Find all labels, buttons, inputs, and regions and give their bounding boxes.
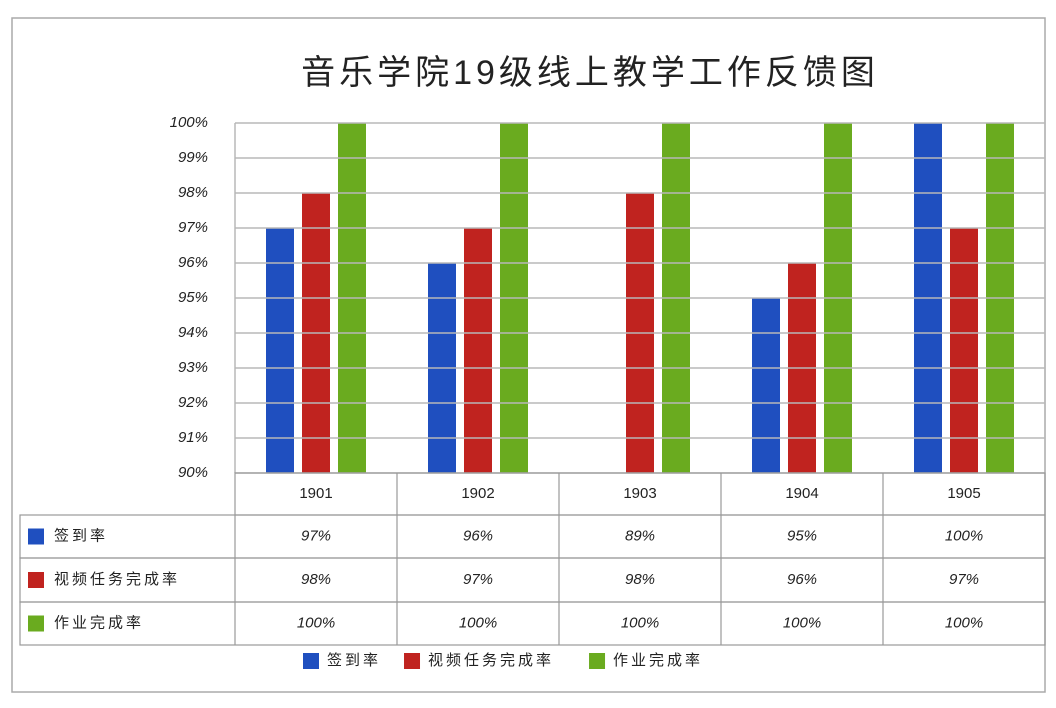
- row-label: 签到率: [54, 527, 108, 544]
- y-tick-label: 100%: [170, 114, 208, 131]
- table-value: 97%: [949, 571, 979, 588]
- table-value: 97%: [463, 571, 493, 588]
- bar: [266, 228, 294, 473]
- table-value: 89%: [625, 527, 655, 544]
- legend-swatch: [589, 653, 606, 669]
- table-value: 98%: [301, 571, 331, 588]
- y-tick-label: 93%: [178, 359, 208, 376]
- y-tick-label: 91%: [178, 429, 208, 446]
- x-tick-label: 1904: [785, 485, 818, 502]
- x-tick-label: 1901: [299, 485, 332, 502]
- legend-label: 签到率: [327, 652, 381, 669]
- legend-swatch: [28, 572, 44, 588]
- table-value: 98%: [625, 571, 655, 588]
- bar: [590, 473, 618, 508]
- y-tick-label: 94%: [178, 324, 208, 341]
- legend-swatch: [28, 528, 44, 545]
- plot-area: [266, 123, 1014, 508]
- x-tick-label: 1902: [461, 485, 494, 502]
- row-label: 作业完成率: [54, 614, 144, 631]
- legend-label: 视频任务完成率: [428, 652, 554, 669]
- chart-title: 音乐学院19级线上教学工作反馈图: [301, 54, 879, 92]
- bar: [464, 228, 492, 473]
- legend-label: 作业完成率: [613, 652, 703, 669]
- y-tick-label: 90%: [178, 464, 208, 481]
- table-value: 100%: [459, 614, 497, 631]
- table-value: 100%: [297, 614, 335, 631]
- table-row: [19, 514, 1046, 559]
- table-value: 100%: [783, 614, 821, 631]
- bar: [752, 298, 780, 473]
- legend-swatch: [404, 653, 421, 669]
- bar: [950, 228, 978, 473]
- table-value: 96%: [787, 571, 817, 588]
- y-tick-label: 95%: [178, 289, 208, 306]
- chart-border: [11, 17, 1046, 693]
- row-label: 视频任务完成率: [54, 571, 180, 588]
- y-tick-label: 92%: [178, 394, 208, 411]
- y-tick-label: 97%: [178, 219, 208, 236]
- table-value: 100%: [945, 527, 983, 544]
- table-value: 95%: [787, 527, 817, 544]
- x-tick-label: 1903: [623, 485, 656, 502]
- y-tick-label: 99%: [178, 149, 208, 166]
- table-value: 96%: [463, 527, 493, 544]
- table-value: 100%: [621, 614, 659, 631]
- table-row: [19, 601, 1046, 646]
- table-value: 97%: [301, 527, 331, 544]
- y-tick-label: 96%: [178, 254, 208, 271]
- y-tick-label: 98%: [178, 184, 208, 201]
- legend-swatch: [28, 615, 44, 632]
- table-value: 100%: [945, 614, 983, 631]
- legend-swatch: [303, 653, 319, 669]
- x-tick-label: 1905: [947, 485, 980, 502]
